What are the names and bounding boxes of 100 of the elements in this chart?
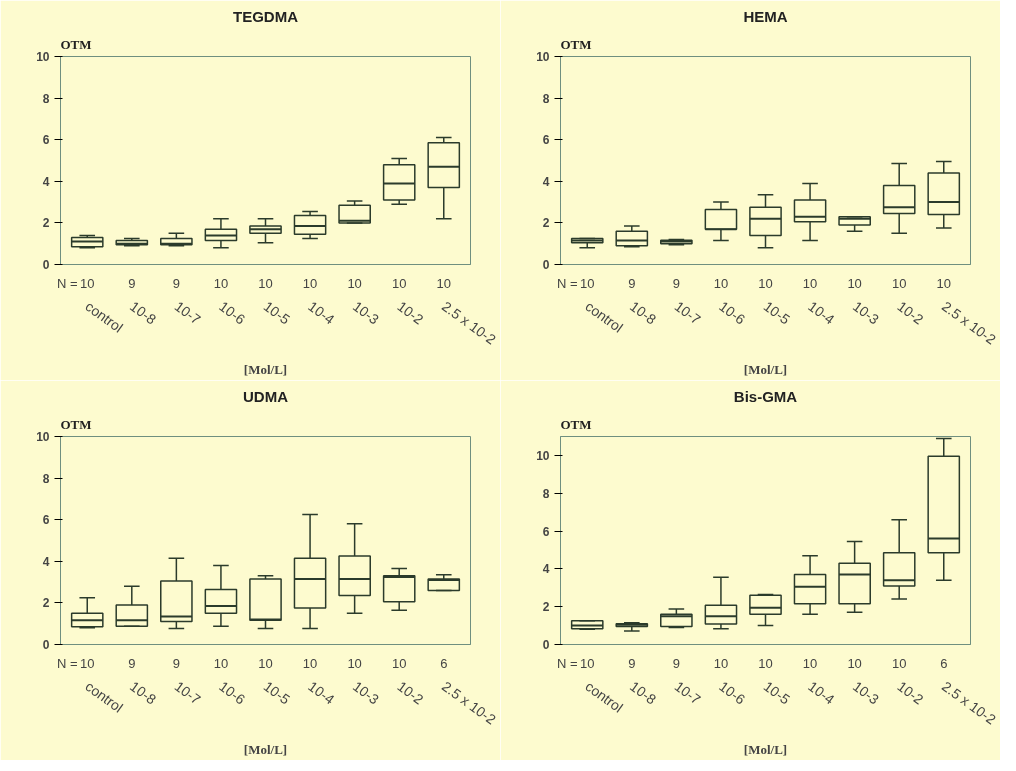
x-tick-label: 10-8 [127,678,160,708]
x-tick-label: 2.5 x 10-2 [939,678,1000,728]
x-tick-label: 10-5 [760,298,794,328]
text: 10 [580,275,595,291]
text: N = [556,655,578,671]
text: 10 [758,655,773,671]
x-axis-title: [Mol/L] [243,742,288,758]
text: 6 [940,655,948,671]
x-tick-label: 2.5 x 10-2 [439,678,500,728]
y-tick-label: 10 [36,50,50,64]
x-tick-label: 10-2 [894,678,927,708]
chart-title: Bis-GMA [733,387,798,405]
x-tick-label: 10-5 [260,678,294,708]
text: 10 [391,655,407,671]
y-tick-label: 8 [42,91,50,106]
chart-title: UDMA [243,387,289,405]
text: 9 [628,655,636,671]
text: 10 [802,275,818,291]
text: N = [556,275,578,291]
x-tick-label: 10-7 [671,298,704,328]
text: 10 [847,655,862,671]
x-tick-label: 10-4 [805,298,838,328]
text: 9 [628,275,636,291]
x-tick-label: 10-8 [627,678,660,708]
x-tick-label: 10-2 [894,298,927,328]
text: 10 [936,275,951,291]
text: 6 [440,655,448,671]
x-axis-title: [Mol/L] [743,742,788,758]
text: 10 [580,655,595,671]
text: 10 [80,275,95,291]
x-tick-label: 10-7 [171,298,204,328]
text: 10 [258,655,273,671]
text: 10 [891,275,907,291]
y-tick-label: 4 [542,174,550,189]
text: 9 [172,655,180,671]
x-tick-label: 10-3 [349,678,383,708]
chart-title: HEMA [743,7,788,25]
x-axis-title: [Mol/L] [243,362,288,378]
text: 10 [302,275,318,291]
x-tick-label: 10-3 [349,298,383,328]
y-tick-label: 4 [42,554,50,569]
x-tick-label: 2.5 x 10-2 [939,298,1000,348]
y-tick-label: 8 [542,91,550,106]
text: N = [56,655,78,671]
text: 10 [80,655,95,671]
x-tick-label: 10-4 [305,298,338,328]
y-tick-label: 10 [36,430,50,444]
x-tick-label: 10-2 [394,678,427,708]
y-tick-label: 10 [536,448,550,463]
x-tick-label: 10-6 [716,678,749,708]
text: 10 [713,655,729,671]
y-tick-label: 8 [542,486,550,501]
text: 9 [128,655,136,671]
y-tick-label: 4 [42,174,50,189]
text: 10 [758,275,773,291]
y-tick-label: 6 [42,133,50,148]
y-tick-label: 10 [536,50,550,64]
text: 9 [172,275,180,291]
text: 10 [847,275,862,291]
y-axis-title: OTM [560,36,592,52]
x-tick-label: 10-2 [394,298,427,328]
text: 9 [128,275,136,291]
text: 10 [258,275,273,291]
y-tick-label: 0 [42,258,50,272]
y-tick-label: 0 [542,638,550,652]
x-tick-label: 10-7 [671,678,704,708]
y-tick-label: 2 [542,600,550,615]
y-tick-label: 0 [542,258,550,272]
text: 10 [347,275,362,291]
x-tick-label: 10-4 [305,678,338,708]
y-tick-label: 8 [42,471,50,486]
y-tick-label: 2 [542,216,550,231]
text: 10 [213,655,229,671]
text: 10 [713,275,729,291]
text: 10 [802,655,818,671]
x-tick-label: 10-8 [127,298,160,328]
x-tick-label: 10-5 [760,678,794,708]
y-axis-title: OTM [560,416,592,432]
x-tick-label: 10-8 [627,298,660,328]
text: 10 [302,655,318,671]
x-tick-label: 10-6 [216,678,249,708]
x-tick-label: 10-3 [849,298,883,328]
y-axis-title: OTM [60,36,92,52]
text: 9 [672,655,680,671]
y-axis-title: OTM [60,416,92,432]
text: 9 [672,275,680,291]
text: 10 [347,655,362,671]
y-tick-label: 2 [42,596,50,611]
x-tick-label: 10-6 [716,298,749,328]
text: N = [56,275,78,291]
y-tick-label: 6 [542,133,550,148]
x-tick-label: 10-6 [216,298,249,328]
text: 10 [436,275,451,291]
y-tick-label: 2 [42,216,50,231]
chart-title: TEGDMA [233,7,299,25]
x-tick-label: 2.5 x 10-2 [439,298,500,348]
y-tick-label: 4 [542,562,550,577]
x-tick-label: 10-5 [260,298,294,328]
x-tick-label: 10-3 [849,678,883,708]
x-tick-label: 10-4 [805,678,838,708]
